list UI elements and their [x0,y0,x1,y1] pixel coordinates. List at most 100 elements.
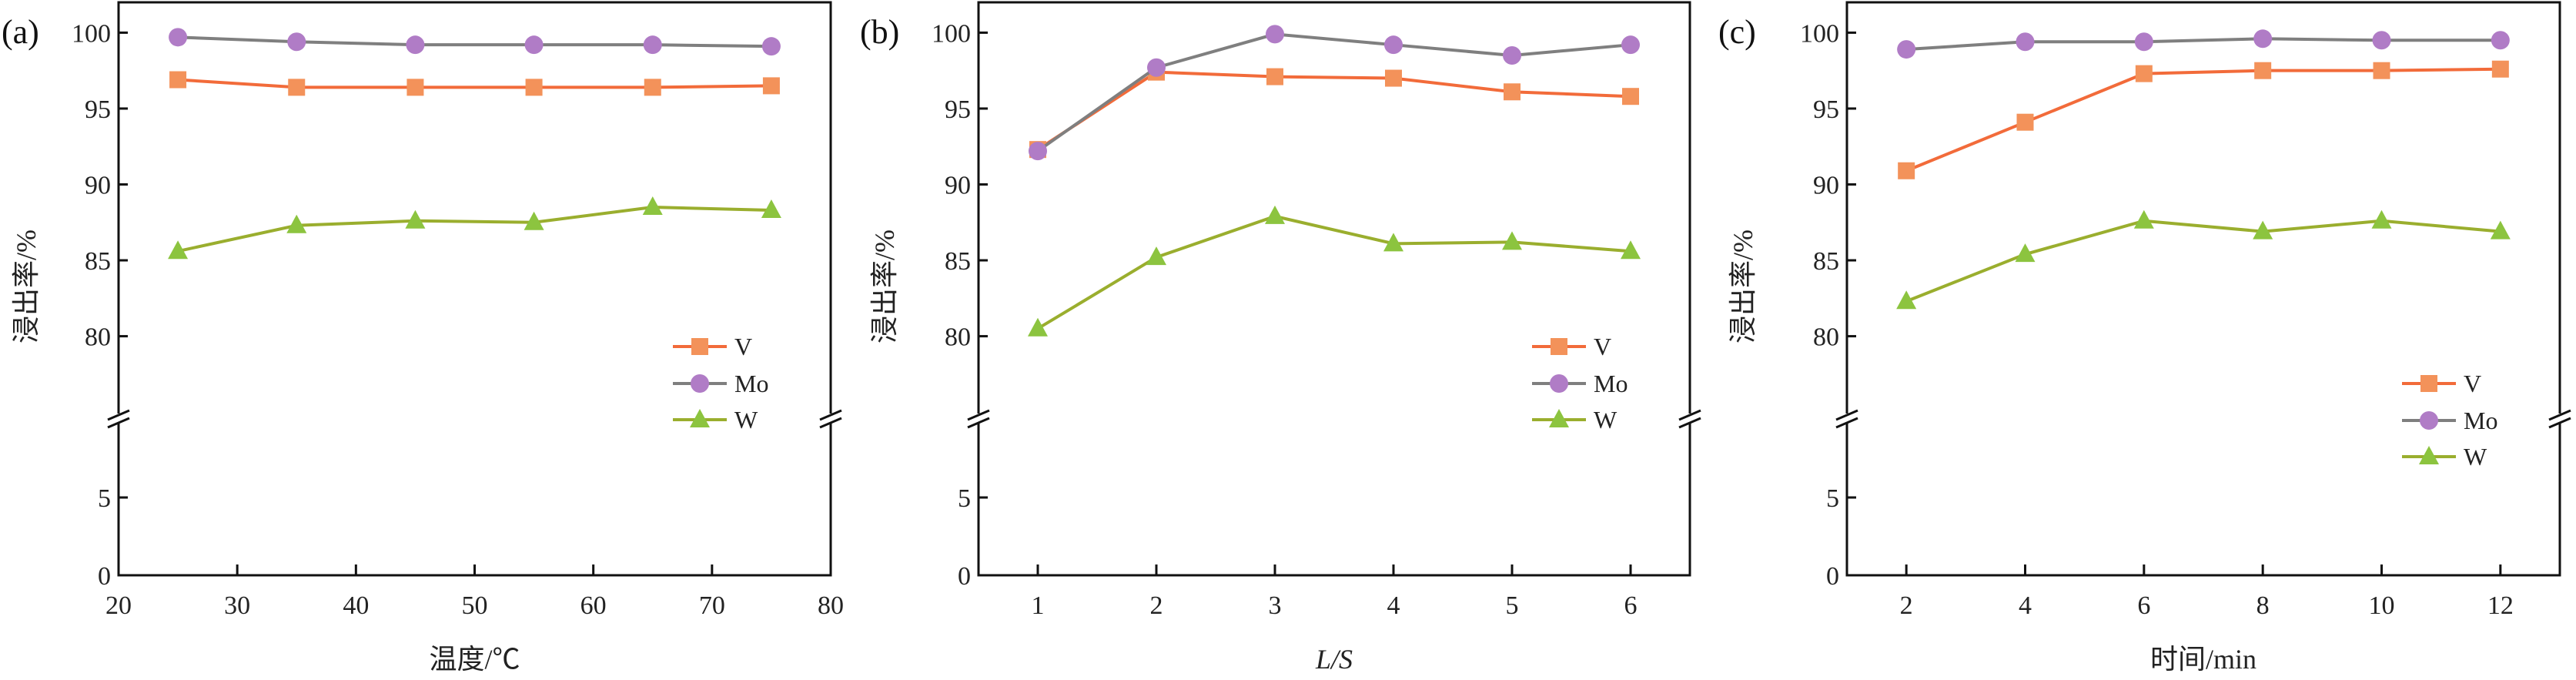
data-point-mo [2372,31,2391,50]
axis-break-mark [1678,409,1701,421]
series-line-w [1905,219,2501,303]
x-tick-label: 60 [580,591,607,620]
legend-marker [1551,338,1567,355]
data-point-w [1028,317,1048,337]
series-mo [1897,29,2510,59]
x-tick-label: 12 [2487,591,2514,620]
axis-break-mark [2548,417,2571,429]
data-point-v [169,71,187,89]
series-line-mo [1036,32,1631,152]
axis-break-gap [975,414,982,423]
axis-break-gap [1687,414,1693,423]
data-point-mo [761,37,781,56]
axis-break-gap [2557,414,2563,423]
legend-marker [691,374,709,393]
y-tick-label: 80 [85,323,111,352]
legend-item-v: V [2402,370,2481,397]
x-tick-label: 3 [1269,591,1282,620]
axis-break-mark [1835,409,1858,421]
x-axis-title: 温度/℃ [429,644,520,675]
data-point-w [1146,246,1166,266]
legend-marker [691,338,708,355]
x-tick-label: 4 [1387,591,1400,620]
y-tick-label: 95 [945,95,971,124]
data-point-mo [1897,40,1916,59]
data-point-w [286,214,307,233]
y-tick-label: 100 [932,19,971,48]
axis-break-mark [1835,417,1858,429]
legend-item-mo: Mo [673,370,768,397]
x-tick-label: 6 [2137,591,2150,620]
axis-break-mark [967,417,990,429]
panel-label: (b) [860,13,899,51]
data-point-mo [643,35,662,55]
x-tick-label: 80 [818,591,844,620]
data-point-mo [1384,35,1403,55]
x-axis-title: L/S [1315,644,1353,675]
data-point-mo [1266,25,1284,44]
legend-item-w: W [2402,443,2487,471]
data-point-mo [1029,142,1047,161]
data-point-v [406,79,424,96]
legend-item-w: W [1532,406,1618,434]
y-tick-label: 0 [958,562,971,591]
legend-label: W [1594,406,1618,434]
x-tick-label: 50 [462,591,488,620]
panel-label: (a) [2,13,39,51]
axis-break-mark [967,409,990,421]
x-tick-label: 2 [1900,591,1913,620]
data-point-v [1385,69,1402,87]
legend-label: Mo [1594,370,1628,397]
series-line-mo [178,35,771,49]
data-point-mo [2491,31,2510,50]
data-point-v [1898,162,1915,179]
data-point-v [2135,65,2153,82]
data-point-v [525,79,543,96]
data-point-v [2491,60,2509,78]
x-tick-label: 30 [224,591,250,620]
y-axis-title: 浸出率/% [11,229,42,343]
x-tick-label: 1 [1032,591,1045,620]
plot-frame [977,1,1691,577]
legend-marker [2419,446,2439,464]
x-tick-label: 4 [2019,591,2032,620]
data-point-mo [2016,32,2035,52]
x-tick-label: 20 [105,591,132,620]
data-point-v [2373,62,2390,79]
y-tick-label: 100 [1800,19,1839,48]
series-v [1898,60,2509,179]
data-point-mo [2134,32,2153,52]
y-tick-label: 95 [1813,95,1839,124]
data-point-w [1621,240,1641,260]
data-point-w [2253,220,2273,240]
data-point-w [2490,220,2511,240]
data-point-w [1502,231,1522,250]
series-mo [169,28,781,56]
data-point-v [644,79,661,96]
series-v [1029,63,1639,159]
legend-label: Mo [2464,407,2497,434]
y-tick-label: 5 [98,484,111,513]
data-point-mo [1621,35,1640,55]
data-point-v [2254,62,2272,79]
y-tick-label: 90 [85,171,111,199]
legend-item-w: W [673,406,758,434]
axis-break-gap [115,414,122,423]
panel-a: 0 5 80 85 90 95 100 20 30 40 50 60 70 80 温度/℃ 浸出率/% (a) V… [2,1,844,675]
y-tick-label: 85 [945,247,971,276]
data-point-v [288,79,306,96]
legend-label: W [734,406,758,434]
data-point-w [405,209,426,229]
series-w [168,196,781,260]
y-tick-label: 80 [1813,323,1839,352]
series-w [1028,205,1641,337]
data-point-mo [287,32,306,52]
data-point-w [1383,233,1403,252]
y-tick-label: 0 [98,562,111,591]
axis-break-mark [2548,409,2571,421]
data-point-w [2133,209,2154,229]
data-point-v [2016,113,2034,131]
y-tick-label: 0 [1826,562,1839,591]
data-point-mo [524,35,544,55]
